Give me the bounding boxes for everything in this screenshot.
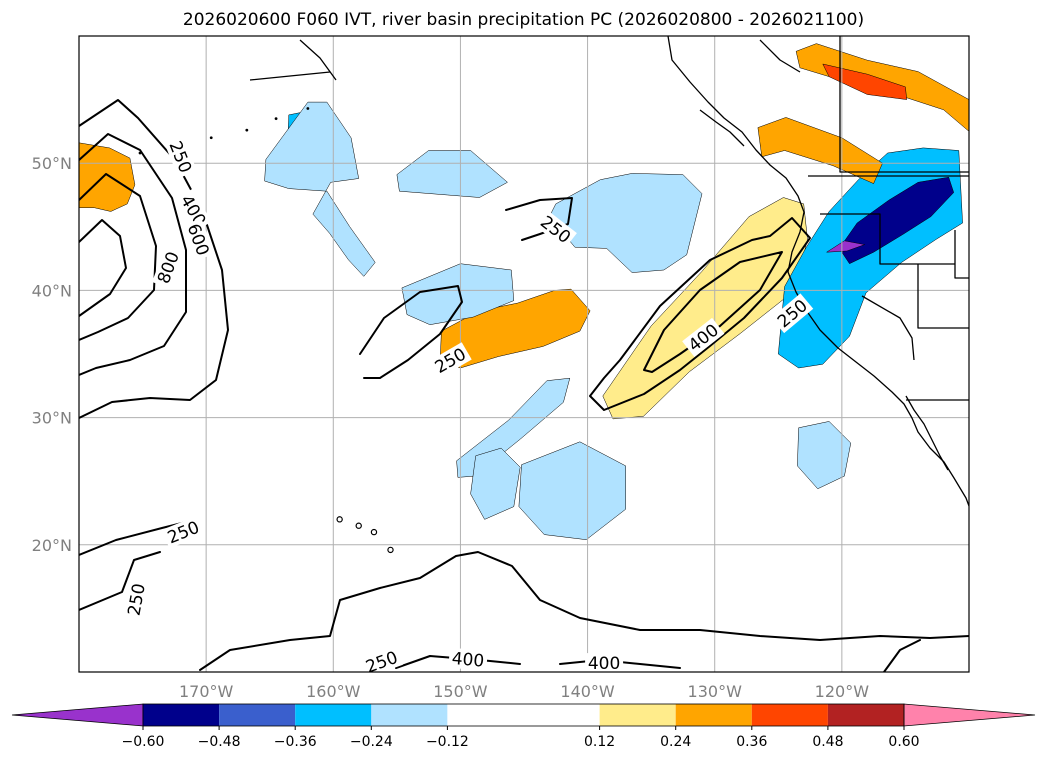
colorbar-swatch-6 [675,704,752,726]
colorbar-swatch-7 [751,704,828,726]
colorbar-extend-low [11,703,144,727]
coastline-2 [839,36,969,173]
ivt-contour-5 [359,285,463,379]
contour-label-bg-8 [161,515,205,549]
colorbar-swatch-3 [371,704,448,726]
ivt-contour-2 [79,173,157,341]
colorbar: −0.60 −0.48 −0.36 −0.24 −0.12 0.12 0.24 0.36 0.4… [11,703,1036,750]
lat-tick-label-0: 20°N [32,536,72,555]
ivt-contour-13 [883,639,921,672]
contour-label-11: 400 [451,649,485,672]
island-2 [209,136,213,140]
colorbar-tick-label-4: −0.12 [426,734,469,750]
island-4 [274,117,278,121]
shade-skyblue-mid-48n [396,150,508,198]
colorbar-tick-label-9: 0.60 [888,734,919,750]
colorbar-tick-label-2: −0.36 [274,734,317,750]
colorbar-tick-label-6: 0.24 [660,734,691,750]
lat-tick-label-1: 30°N [32,409,72,428]
colorbar-swatch-0 [143,704,220,726]
lon-tick-label-1: 160°W [306,682,361,701]
contour-label-bg-11 [448,647,488,671]
lon-tick-label-0: 170°W [179,682,234,701]
colorbar-swatch-1 [219,704,296,726]
colorbar-swatch-2 [295,704,372,726]
contour-label-bg-9 [123,579,150,620]
ivt-contour-1 [79,133,187,376]
colorbar-tick-label-5: 0.12 [584,734,615,750]
colorbar-swatch-5 [599,704,676,726]
ivt-contour-8 [79,521,187,556]
contour-label-bg-6 [682,317,725,358]
shade-navy-rockies [839,176,954,264]
shade-skyblue-alaska-gulf [264,101,376,277]
colorbar-tick-label-0: −0.60 [122,734,165,750]
contour-label-12: 400 [588,654,620,674]
ivt-contour-6 [589,217,811,411]
lat-tick-label-2: 40°N [32,281,72,300]
lon-tick-label-3: 140°W [560,682,615,701]
contour-label-bg-4 [534,209,577,249]
map-frame [78,35,970,673]
colorbar-swatch-4 [447,704,600,726]
coastline-12 [249,71,331,81]
hawaii-island-1 [355,522,362,529]
shade-pacific-west-orange [79,142,136,212]
contour-label-bg-3 [152,246,184,289]
ivt-contour-9 [79,551,161,611]
ivt-contour-3 [79,219,127,317]
chart-title: 2026020600 F060 IVT, river basin precipi… [183,10,864,30]
lon-tick-label-4: 130°W [688,682,743,701]
contour-label-bg-1 [175,188,212,232]
coastline-6 [861,295,915,361]
shade-purple-rockies [826,240,865,253]
coastline-0 [667,36,969,507]
map-background [79,36,969,672]
shade-gold-band-hst [602,197,808,420]
hawaii-island-2 [370,528,378,536]
colorbar-tick-label-8: 0.48 [812,734,843,750]
lon-tick-label-5: 120°W [815,682,870,701]
colorbar-swatch-8 [827,704,904,726]
contour-label-bg-12 [585,653,624,672]
island-3 [245,128,249,132]
lat-tick-label-3: 50°N [32,154,72,173]
coastline-10 [699,109,745,147]
coastline-1 [905,395,949,471]
contour-label-bg-5 [428,342,472,379]
colorbar-extend-high [903,703,1036,727]
colorbar-tick-label-3: −0.24 [350,734,393,750]
shade-skyblue-mid-40n [401,263,515,325]
contour-label-bg-10 [360,645,403,672]
contour-label-bg-2 [182,218,215,261]
coastline-5 [917,264,969,329]
colorbar-tick-label-1: −0.48 [198,734,241,750]
lon-tick-label-2: 150°W [433,682,488,701]
contour-label-bg-0 [164,135,198,179]
shade-skyblue-pacific-26n-small [470,447,521,520]
ivt-contour-10 [199,551,969,671]
shade-skyblue-pacific-29n [456,377,571,478]
shade-skyblue-baja-west [797,421,852,490]
colorbar-frame [142,703,905,727]
hawaii-island-3 [387,546,394,554]
coastline-7 [954,230,969,279]
ivt-contour-4 [505,197,573,241]
contour-label-bg-7 [771,293,814,334]
coastline-9 [759,39,801,73]
colorbar-tick-label-7: 0.36 [736,734,767,750]
ivt-contour-7 [643,251,783,373]
coastline-11 [299,39,337,81]
island-5 [306,107,310,110]
shade-orangered-top-right [822,63,907,100]
hawaii-island-0 [336,516,343,523]
ivt-contour-0 [79,99,229,419]
